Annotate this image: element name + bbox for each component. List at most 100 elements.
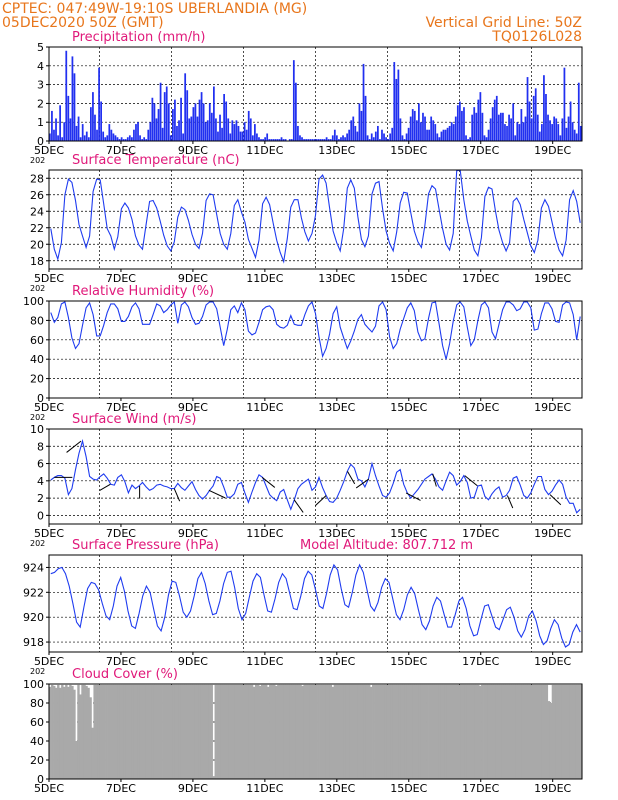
cloud-column — [493, 684, 496, 779]
precip-bar — [100, 101, 102, 141]
precip-bar — [145, 139, 148, 141]
cloud-column — [127, 684, 131, 779]
precip-bar — [278, 139, 281, 141]
precip-bar — [567, 116, 570, 141]
precip-bar — [356, 131, 359, 141]
cloud-column — [458, 684, 462, 779]
cloud-column — [281, 684, 284, 779]
precip-bar — [254, 124, 256, 141]
precip-bar — [143, 137, 146, 141]
precipitation-ytick-label: 1 — [37, 116, 44, 129]
cloud-column — [139, 684, 143, 779]
cloud-column — [412, 684, 415, 779]
precip-bar — [90, 107, 92, 141]
pressure-xtick-label: 19DEC — [534, 655, 571, 668]
cloud-column — [206, 684, 209, 779]
humidity-year-overflow: 202 — [30, 413, 45, 422]
precip-bar — [313, 139, 316, 141]
cloud-column — [224, 684, 228, 779]
precip-bar — [418, 103, 420, 141]
precip-bar — [65, 50, 68, 142]
precip-bar — [450, 122, 453, 141]
precip-bar — [69, 118, 72, 141]
precip-bar — [131, 137, 133, 141]
wind-xtick-label: 17DEC — [462, 527, 499, 540]
cloud-column — [432, 684, 436, 779]
cloud-column — [537, 684, 541, 779]
cloud-column — [325, 684, 329, 779]
precip-bar — [49, 133, 51, 141]
cloud-column — [363, 684, 367, 779]
precip-bar — [276, 139, 279, 141]
cloud-column — [472, 684, 476, 779]
cloud-column — [91, 727, 94, 779]
cloud-column — [160, 684, 163, 779]
precip-bar — [426, 129, 428, 141]
cloud-column — [182, 684, 185, 779]
precip-bar — [479, 92, 482, 141]
cloud-column — [287, 684, 290, 779]
cloud-column — [131, 684, 135, 779]
cloud-ytick-label: 80 — [30, 697, 44, 710]
precip-bar — [258, 137, 260, 141]
cloud-column — [323, 684, 326, 779]
cloud-column — [513, 684, 516, 779]
humidity-ytick-label: 60 — [30, 334, 44, 347]
precip-bar — [364, 95, 367, 141]
precip-bar — [573, 129, 576, 141]
cloud-column — [466, 684, 470, 779]
precip-bar — [532, 95, 535, 141]
cloud-xtick-label: 7DEC — [106, 782, 136, 795]
cloud-column — [105, 684, 108, 779]
precip-bar — [405, 133, 408, 141]
cloud-column — [194, 684, 197, 779]
cloud-column — [248, 684, 252, 779]
cloud-column — [416, 684, 419, 779]
precip-bar — [235, 120, 238, 141]
cloud-column — [418, 684, 421, 779]
cloud-column — [335, 684, 339, 779]
precip-bar — [473, 107, 476, 141]
cloud-column — [210, 684, 213, 779]
cloud-column — [220, 684, 224, 779]
precip-bar — [112, 133, 115, 141]
precipitation-xtick-label: 15DEC — [390, 144, 427, 157]
precip-bar — [141, 139, 143, 141]
cloud-column — [329, 684, 333, 779]
cloud-column — [468, 684, 472, 779]
cloud-column — [95, 684, 98, 779]
cloud-column — [188, 684, 191, 779]
precip-bar — [264, 137, 266, 141]
cloud-column — [101, 684, 104, 779]
cloud-column — [273, 684, 276, 779]
precip-bar — [485, 137, 488, 141]
precip-bar — [553, 116, 556, 141]
cloud-column — [250, 684, 254, 779]
temperature-border — [48, 169, 583, 270]
cloud-column — [285, 684, 288, 779]
precip-bar — [420, 122, 422, 141]
humidity-border — [48, 300, 583, 399]
cloud-column — [214, 684, 217, 779]
precip-bar — [245, 129, 248, 141]
cloud-column — [297, 684, 300, 779]
cloud-column — [517, 684, 520, 779]
precipitation-xtick-label: 17DEC — [462, 144, 499, 157]
precip-bar — [549, 120, 551, 141]
precip-bar — [215, 118, 217, 141]
precip-bar — [180, 97, 182, 141]
precip-bar — [368, 139, 371, 141]
precipitation-ytick-label: 5 — [37, 41, 44, 54]
pressure-panel: 918 920 922 924 5DEC 7DEC 9DEC 11DEC 13DEC 15DEC 1… — [23, 538, 583, 676]
precip-bar — [94, 114, 96, 141]
temperature-line — [50, 169, 581, 264]
precip-bar — [167, 103, 170, 141]
precip-bar — [493, 99, 496, 141]
precip-bar — [241, 131, 244, 141]
temperature-ytick-label: 22 — [30, 222, 44, 235]
precip-bar — [210, 112, 213, 141]
cloud-column — [204, 684, 207, 779]
temperature-ytick-label: 18 — [30, 255, 44, 268]
precip-bar — [504, 124, 506, 141]
wind-arrow — [293, 499, 304, 513]
